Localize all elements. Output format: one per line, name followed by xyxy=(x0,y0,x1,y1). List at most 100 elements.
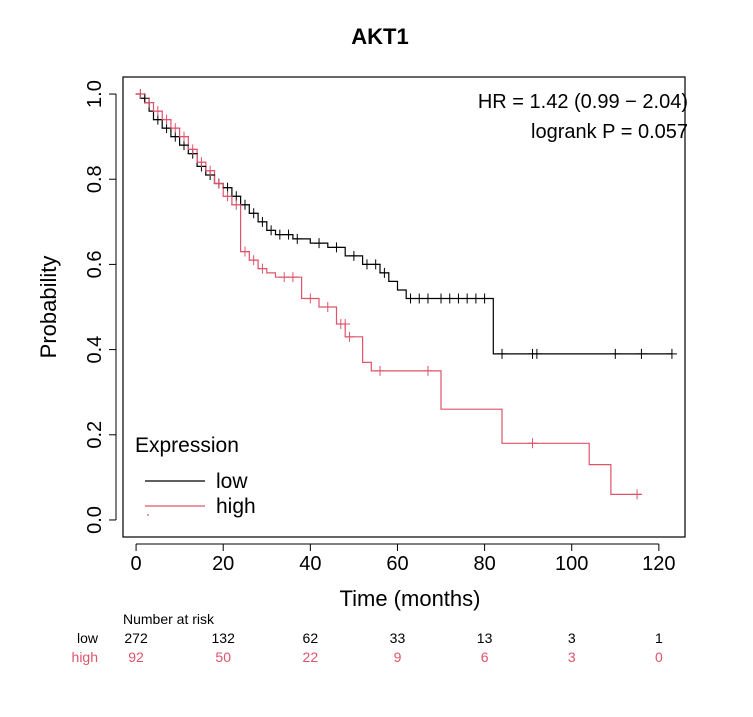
censor-mark-low xyxy=(422,293,433,304)
censor-mark-low xyxy=(248,208,259,219)
censor-mark-low xyxy=(139,93,150,104)
censor-mark-low xyxy=(222,182,233,193)
y-axis-label: Probability xyxy=(36,256,61,359)
risk-value-high: 9 xyxy=(394,649,402,665)
x-tick-label: 100 xyxy=(555,553,588,575)
x-axis-label: Time (months) xyxy=(340,586,481,611)
censor-mark-high xyxy=(375,365,386,376)
y-tick-label: 0.6 xyxy=(84,251,106,279)
x-axis: 0 20 40 60 80 100 120 xyxy=(131,543,676,575)
censor-mark-low xyxy=(436,293,447,304)
censor-mark-low xyxy=(239,199,250,210)
censor-mark-high xyxy=(239,246,250,257)
censor-mark-low xyxy=(470,293,481,304)
censor-mark-low xyxy=(274,229,285,240)
risk-value-low: 132 xyxy=(212,630,236,646)
risk-value-low: 272 xyxy=(124,630,148,646)
legend: Expression low high xyxy=(135,434,256,518)
censor-mark-low xyxy=(283,229,294,240)
risk-value-low: 13 xyxy=(477,630,493,646)
censor-mark-high xyxy=(340,319,351,330)
logrank-p-text: logrank P = 0.057 xyxy=(531,121,688,143)
censor-mark-low xyxy=(666,348,677,359)
censor-mark-high xyxy=(152,106,163,117)
censor-mark-high xyxy=(161,114,172,125)
x-tick-label: 80 xyxy=(473,553,495,575)
legend-title: Expression xyxy=(135,434,239,457)
censor-mark-low xyxy=(497,348,508,359)
censor-mark-high xyxy=(178,131,189,142)
censor-mark-low xyxy=(531,348,542,359)
y-tick-label: 0.4 xyxy=(84,336,106,364)
risk-value-high: 92 xyxy=(128,649,144,665)
x-tick-label: 60 xyxy=(386,553,408,575)
censor-mark-low xyxy=(379,267,390,278)
censor-mark-high xyxy=(187,144,198,155)
censor-mark-low xyxy=(292,233,303,244)
risk-value-low: 62 xyxy=(303,630,319,646)
y-tick-label: 1.0 xyxy=(84,80,106,108)
censor-mark-low xyxy=(453,293,464,304)
censor-mark-low xyxy=(178,140,189,151)
censor-mark-low xyxy=(266,225,277,236)
censor-mark-high xyxy=(287,272,298,283)
censor-mark-low xyxy=(331,242,342,253)
legend-label-high: high xyxy=(216,495,256,518)
censor-mark-low xyxy=(405,293,416,304)
censor-mark-low xyxy=(161,123,172,134)
y-axis: 0.0 0.2 0.4 0.6 0.8 1.0 xyxy=(84,80,117,534)
censor-mark-high xyxy=(527,438,538,449)
censor-mark-high xyxy=(222,191,233,202)
censor-mark-high xyxy=(305,293,316,304)
censor-mark-high xyxy=(231,199,242,210)
censor-mark-low xyxy=(361,259,372,270)
censor-mark-low xyxy=(231,191,242,202)
censor-mark-low xyxy=(152,114,163,125)
censor-mark-high xyxy=(632,489,643,500)
censor-mark-high xyxy=(196,157,207,168)
censor-mark-low xyxy=(314,238,325,249)
legend-label-low: low xyxy=(216,470,248,493)
risk-row-label-high: high xyxy=(72,649,98,665)
risk-value-low: 33 xyxy=(390,630,406,646)
censor-marks xyxy=(135,89,677,500)
risk-value-high: 3 xyxy=(568,649,576,665)
x-tick-label: 0 xyxy=(131,553,142,575)
censor-mark-high xyxy=(205,165,216,176)
y-tick-label: 0.0 xyxy=(84,506,106,534)
y-tick-label: 0.8 xyxy=(84,165,106,193)
risk-row-label-low: low xyxy=(77,630,99,646)
censor-mark-low xyxy=(257,216,268,227)
censor-mark-high xyxy=(135,89,146,100)
censor-mark-low xyxy=(479,293,490,304)
risk-value-high: 22 xyxy=(303,649,319,665)
censor-mark-high xyxy=(344,331,355,342)
plot-frame xyxy=(122,76,686,538)
risk-value-low: 3 xyxy=(568,630,576,646)
censor-mark-low xyxy=(462,293,473,304)
censor-mark-low xyxy=(370,259,381,270)
y-tick-label: 0.2 xyxy=(84,421,106,449)
risk-value-high: 0 xyxy=(655,649,663,665)
censor-mark-high xyxy=(322,302,333,312)
censor-mark-low xyxy=(444,293,455,304)
censor-mark-high xyxy=(279,272,290,283)
x-tick-label: 120 xyxy=(642,553,675,575)
censor-mark-high xyxy=(213,178,224,189)
censor-mark-high xyxy=(170,123,181,134)
censor-mark-high xyxy=(144,97,155,108)
censor-mark-low xyxy=(348,250,359,261)
risk-value-high: 6 xyxy=(481,649,489,665)
risk-table-header: Number at risk xyxy=(123,611,215,627)
hazard-ratio-text: HR = 1.42 (0.99 − 2.04) xyxy=(478,91,688,113)
censor-mark-high xyxy=(422,365,433,376)
censor-mark-low xyxy=(414,293,425,304)
x-tick-label: 40 xyxy=(299,553,321,575)
chart-title: AKT1 xyxy=(351,24,408,49)
legend-dot xyxy=(147,514,149,516)
x-tick-label: 20 xyxy=(212,553,234,575)
censor-mark-low xyxy=(610,348,621,359)
risk-table: low 272 132 62 33 13 3 1 high 92 50 22 9 6 3 0 xyxy=(72,630,663,665)
censor-mark-low xyxy=(170,131,181,142)
